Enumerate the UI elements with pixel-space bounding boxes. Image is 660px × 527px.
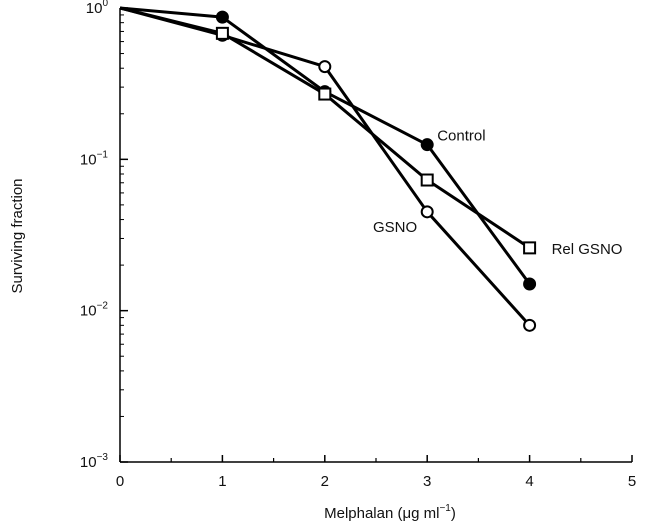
y-tick-label: 100 bbox=[86, 0, 109, 17]
series-label: GSNO bbox=[373, 219, 417, 236]
x-tick-label: 5 bbox=[628, 473, 636, 490]
data-point bbox=[523, 277, 537, 291]
series-label: Rel GSNO bbox=[552, 241, 623, 258]
x-tick-label: 4 bbox=[525, 473, 533, 490]
series-rel-gsno: Rel GSNO bbox=[119, 6, 623, 258]
data-point bbox=[420, 173, 434, 187]
series-label: Control bbox=[437, 128, 485, 145]
data-point bbox=[318, 87, 332, 101]
data-point bbox=[215, 26, 229, 40]
x-axis-label-main: Melphalan (μg ml bbox=[324, 505, 439, 522]
series-line bbox=[119, 6, 531, 285]
data-point bbox=[420, 138, 434, 152]
axes: 0 1 2 3 4 5 100 10−1 10−2 10−3 bbox=[80, 0, 636, 490]
x-axis-label: Melphalan (μg ml−1) bbox=[324, 503, 456, 522]
y-tick-label: 10−2 bbox=[80, 301, 109, 320]
x-tick-label: 3 bbox=[423, 473, 431, 490]
data-point bbox=[523, 318, 537, 332]
x-axis-label-end: ) bbox=[451, 505, 456, 522]
x-tick-label: 0 bbox=[116, 473, 124, 490]
series-line bbox=[119, 6, 531, 327]
y-tick-label: 10−3 bbox=[80, 452, 109, 471]
series-gsno: GSNO bbox=[119, 6, 537, 332]
x-axis-label-sup: −1 bbox=[439, 503, 451, 514]
x-tick-label: 2 bbox=[321, 473, 329, 490]
y-tick-label: 10−1 bbox=[80, 149, 109, 168]
series-control: Control bbox=[119, 6, 537, 291]
y-axis-label: Surviving fraction bbox=[9, 178, 26, 293]
data-point bbox=[420, 205, 434, 219]
data-point bbox=[523, 241, 537, 255]
series-layer: Control GSNO Rel GSNO bbox=[119, 6, 623, 332]
data-point bbox=[318, 60, 332, 74]
data-point bbox=[215, 10, 229, 24]
x-tick-label: 1 bbox=[218, 473, 226, 490]
